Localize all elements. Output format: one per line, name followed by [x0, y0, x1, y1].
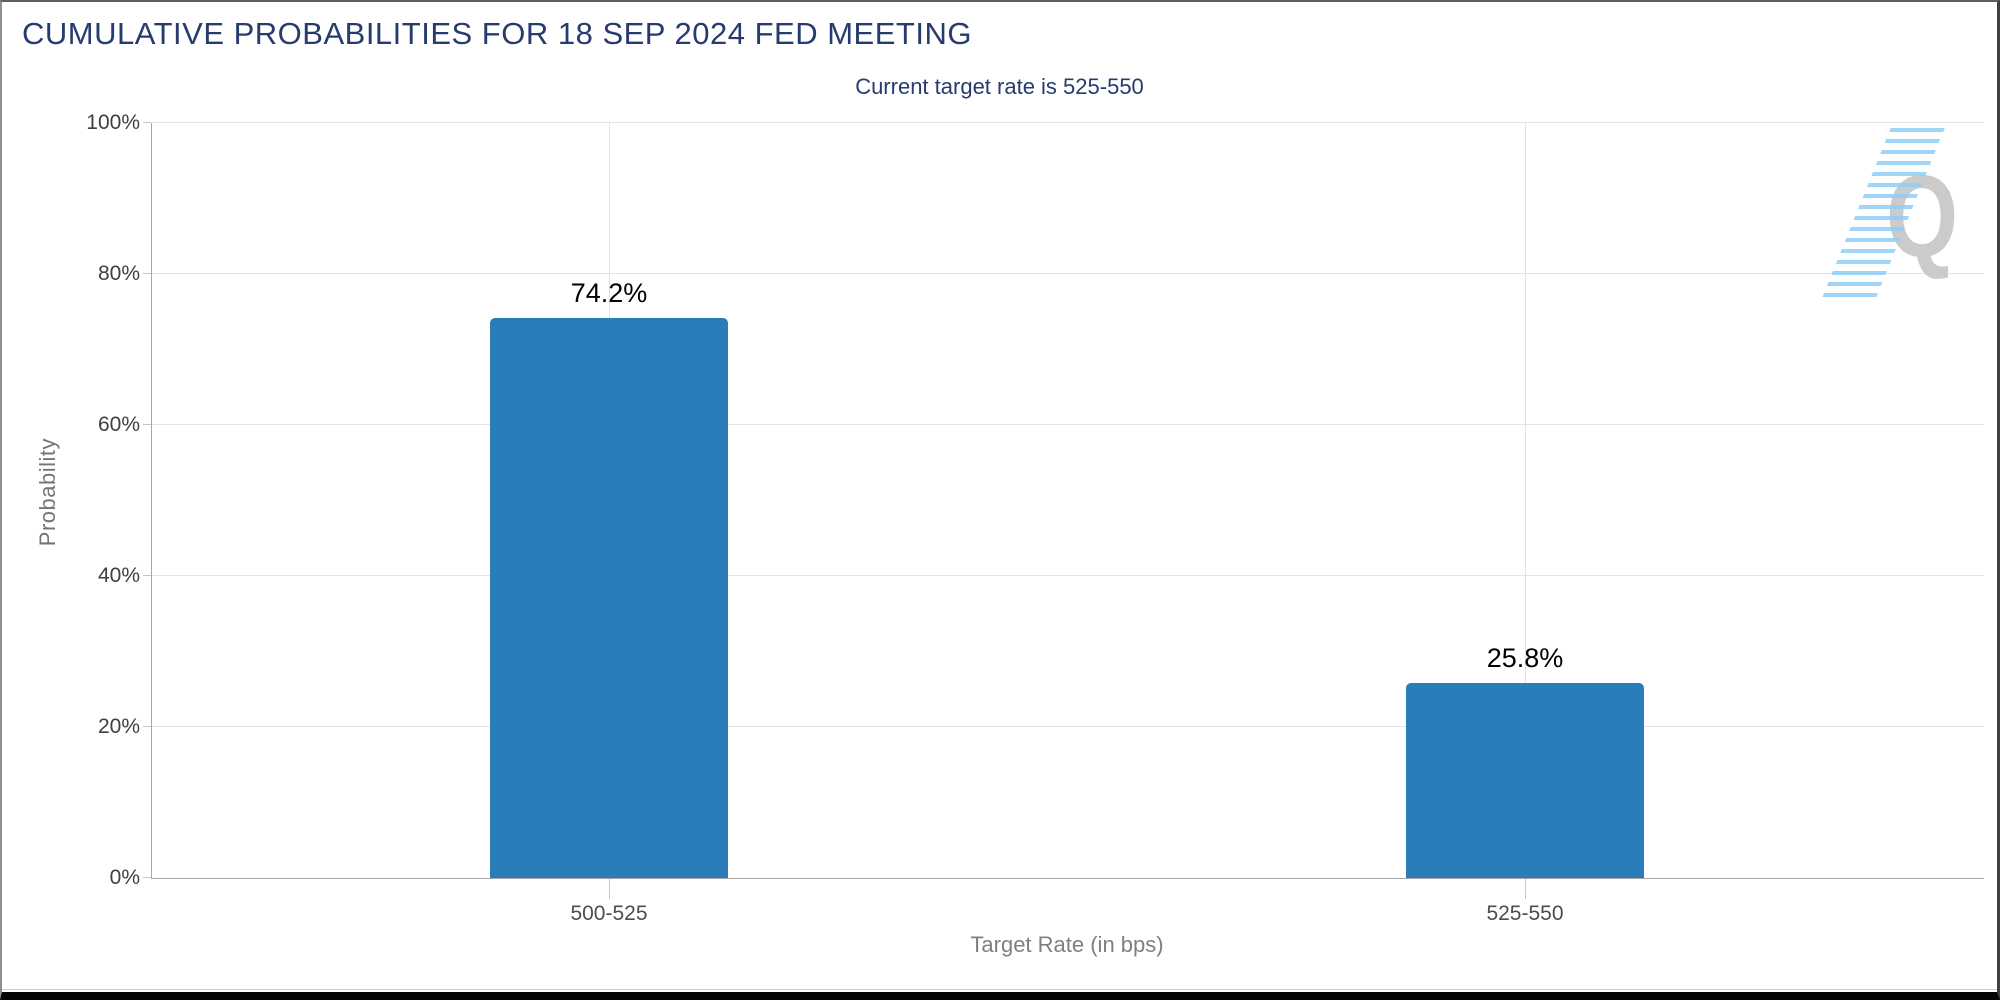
y-axis-title: Probability	[35, 438, 60, 547]
y-axis-tick	[143, 877, 151, 878]
x-axis-title: Target Rate (in bps)	[970, 932, 1164, 957]
gridline-vertical	[1525, 123, 1526, 878]
y-axis-tick	[143, 273, 151, 274]
y-tick-label: 80%	[97, 262, 140, 285]
category-label: 500-525	[570, 902, 648, 925]
y-axis-tick	[143, 726, 151, 727]
y-axis-tick	[143, 575, 151, 576]
category-label: 525-550	[1486, 902, 1564, 925]
chart-title: CUMULATIVE PROBABILITIES FOR 18 SEP 2024…	[22, 16, 972, 51]
y-tick-label: 20%	[97, 715, 140, 738]
gridline-horizontal	[152, 726, 1984, 727]
gridline-horizontal	[152, 122, 1984, 123]
gridline-horizontal	[152, 273, 1984, 274]
plot-area	[151, 123, 1984, 879]
y-tick-label: 40%	[97, 564, 140, 587]
x-axis-tick	[1525, 879, 1526, 899]
bar-value-label: 25.8%	[1486, 643, 1564, 674]
bar	[1406, 683, 1644, 878]
y-tick-label: 0%	[109, 866, 140, 889]
gridline-horizontal	[152, 575, 1984, 576]
gridline-horizontal	[152, 424, 1984, 425]
x-axis-tick	[609, 879, 610, 899]
bar-value-label: 74.2%	[570, 277, 648, 308]
y-tick-label: 100%	[86, 111, 140, 134]
bottom-divider	[2, 989, 1997, 990]
y-axis-tick	[143, 424, 151, 425]
y-tick-label: 60%	[97, 413, 140, 436]
bar	[490, 317, 728, 878]
chart-subtitle: Current target rate is 525-550	[855, 74, 1144, 99]
y-axis-tick	[143, 122, 151, 123]
